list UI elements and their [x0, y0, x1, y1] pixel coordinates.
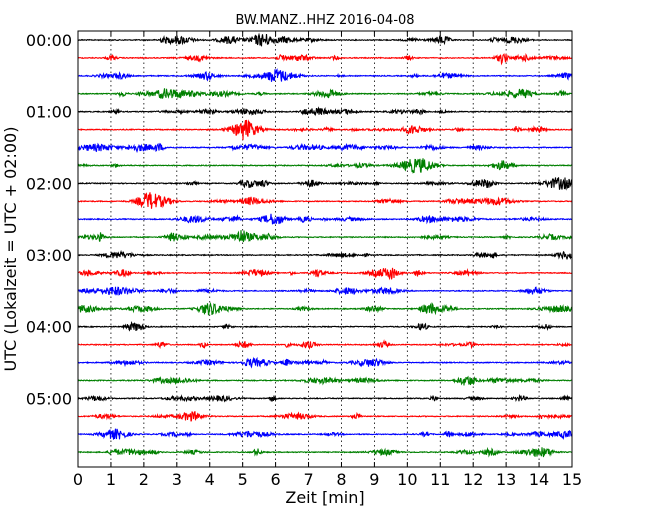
seismogram-trace: [77, 393, 573, 403]
seismogram-trace: [77, 106, 573, 117]
seismogram-trace: [77, 339, 573, 350]
y-tick-label: 00:00: [26, 31, 72, 50]
seismogram-trace: [77, 249, 573, 260]
trace-group: [77, 32, 573, 458]
x-tick-label: 5: [238, 470, 248, 489]
seismogram-trace: [77, 411, 573, 422]
seismogram-trace: [77, 68, 573, 82]
y-axis-label: UTC (Lokalzeit = UTC + 02:00): [1, 127, 20, 372]
seismogram-trace: [77, 356, 573, 369]
x-tick-label: 12: [463, 470, 483, 489]
x-tick-label: 9: [369, 470, 379, 489]
x-tick-label: 11: [430, 470, 450, 489]
seismogram-trace: [77, 88, 573, 100]
x-tick-label: 1: [106, 470, 116, 489]
x-tick-label: 15: [562, 470, 582, 489]
y-axis: 00:00 01:00 02:00 03:00 04:00 05:00: [26, 31, 572, 408]
x-tick-label: 13: [496, 470, 516, 489]
y-tick-label: 04:00: [26, 318, 72, 337]
plot-frame: [77, 30, 573, 468]
plot-background: [78, 31, 572, 467]
seismogram-trace: [77, 320, 573, 332]
seismogram-trace: [77, 375, 573, 386]
seismogram-trace: [77, 213, 573, 225]
seismogram-trace: [77, 446, 573, 458]
seismogram-trace: [77, 301, 573, 316]
x-tick-label: 4: [205, 470, 215, 489]
seismogram-trace: [77, 52, 573, 66]
seismogram-trace: [77, 286, 573, 296]
x-tick-label: 2: [139, 470, 149, 489]
x-tick-label: 7: [303, 470, 313, 489]
seismogram-trace: [77, 192, 573, 209]
seismogram-trace: [77, 230, 573, 243]
y-tick-label: 05:00: [26, 389, 72, 408]
seismogram-trace: [77, 142, 573, 154]
seismogram-trace: [77, 119, 573, 141]
seismogram-trace: [77, 428, 573, 441]
grid: [110, 31, 540, 467]
x-axis-label: Zeit [min]: [285, 488, 364, 507]
seismogram-trace: [77, 177, 573, 191]
x-tick-label: 10: [397, 470, 417, 489]
x-tick-label: 3: [172, 470, 182, 489]
x-axis: 0 1 2 3 4 5 6 7 8 9 10 11 12 13 14 15: [73, 31, 582, 489]
seismogram-trace: [77, 267, 573, 281]
seismogram-trace: [77, 32, 573, 47]
y-tick-label: 03:00: [26, 246, 72, 265]
chart-title: BW.MANZ..HHZ 2016-04-08: [235, 13, 414, 28]
y-tick-label: 02:00: [26, 174, 72, 193]
y-tick-label: 01:00: [26, 103, 72, 122]
x-tick-label: 6: [271, 470, 281, 489]
x-tick-label: 8: [336, 470, 346, 489]
seismogram-trace: [77, 158, 573, 174]
x-tick-label: 14: [529, 470, 549, 489]
x-tick-label: 0: [73, 470, 83, 489]
